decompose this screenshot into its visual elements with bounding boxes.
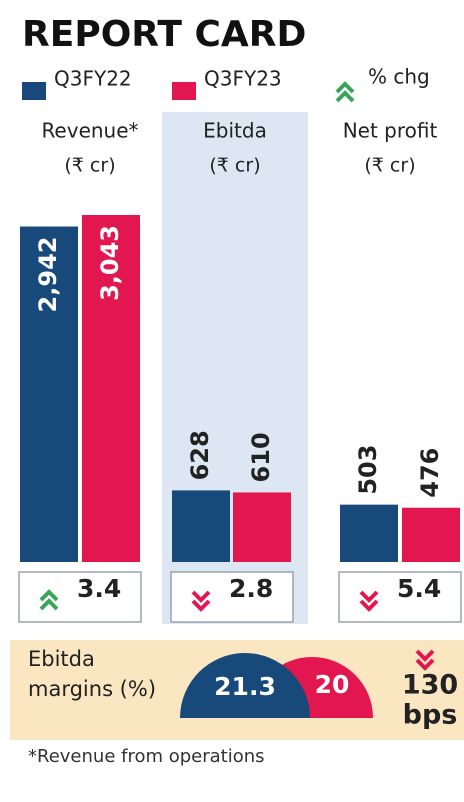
change-box	[338, 571, 462, 623]
margin-value: 21.3	[214, 672, 276, 701]
value-label: 503	[354, 445, 382, 495]
margin-label: Ebitda margins (%)	[28, 647, 156, 701]
value-label: 610	[247, 432, 275, 482]
chevron	[39, 589, 59, 602]
chart-title: REPORT CARD	[22, 14, 306, 55]
chevron	[359, 590, 379, 603]
chevron	[415, 649, 435, 662]
change-box	[18, 571, 142, 623]
bar	[82, 215, 140, 562]
legend-swatch	[172, 82, 196, 100]
margin-change-unit: bps	[403, 700, 458, 731]
bar	[402, 507, 460, 562]
chevron	[359, 599, 379, 612]
chevron	[335, 90, 355, 103]
unit-label: (₹ cr)	[64, 155, 115, 177]
margin-value: 20	[315, 670, 350, 699]
bar	[20, 226, 78, 562]
chevron	[39, 598, 59, 611]
category-label: Net profit	[343, 119, 438, 143]
bar	[233, 492, 291, 562]
change-value: 2.8	[229, 574, 273, 603]
margin-semicircle	[180, 653, 310, 718]
legend-swatch	[22, 82, 46, 100]
unit-label: (₹ cr)	[364, 155, 415, 177]
value-label: 628	[186, 430, 214, 480]
chevron	[191, 599, 211, 612]
bar	[172, 490, 230, 562]
legend-label: % chg	[368, 65, 430, 89]
margin-label-line: Ebitda	[28, 647, 95, 671]
category-label: Revenue*	[41, 119, 138, 143]
legend-label: Q3FY23	[204, 67, 282, 91]
value-label: 2,942	[34, 237, 62, 313]
margin-label-line: margins (%)	[28, 677, 156, 701]
value-label: 3,043	[96, 225, 124, 301]
category-label: Ebitda	[203, 119, 267, 143]
legend-label: Q3FY22	[54, 67, 132, 91]
change-box	[170, 571, 294, 623]
chevron	[191, 590, 211, 603]
bar	[340, 504, 398, 562]
chevron	[415, 658, 435, 671]
change-value: 5.4	[397, 574, 441, 603]
chevron	[335, 81, 355, 94]
footnote: *Revenue from operations	[28, 746, 265, 767]
change-value: 3.4	[77, 574, 121, 603]
unit-label: (₹ cr)	[209, 155, 260, 177]
margin-change: 130	[402, 670, 458, 701]
value-label: 476	[416, 448, 444, 498]
